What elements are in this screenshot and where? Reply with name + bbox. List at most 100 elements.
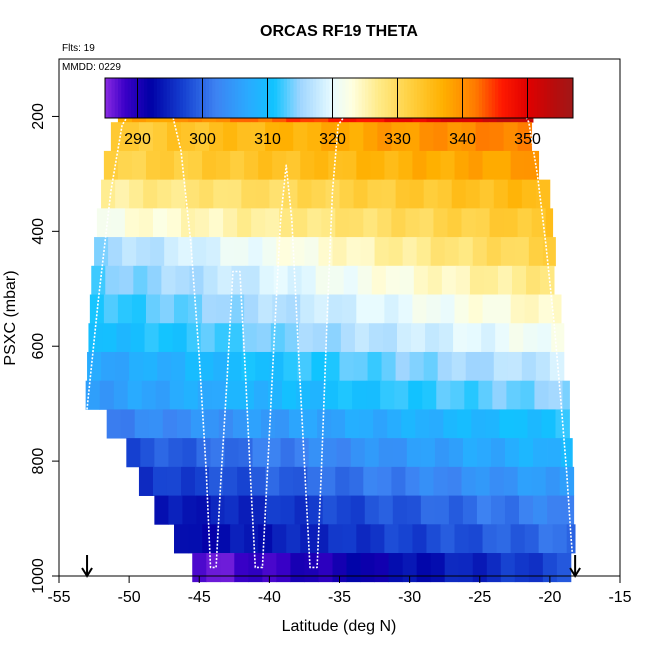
heatmap-cell (547, 495, 562, 525)
heatmap-cell (378, 495, 394, 525)
heatmap-cell (251, 122, 266, 152)
colorbar-swatch (439, 78, 444, 118)
heatmap-cell (308, 495, 324, 525)
colorbar-swatch (524, 78, 528, 118)
heatmap-cell (147, 265, 162, 295)
heatmap-cell (500, 553, 516, 583)
colorbar-swatch (313, 78, 317, 118)
heatmap-cell (561, 438, 573, 468)
heatmap-cell (458, 237, 474, 267)
colorbar-swatch (153, 78, 158, 118)
heatmap-cell (150, 237, 165, 267)
heatmap-cell (397, 323, 412, 353)
x-tick-label: -35 (328, 589, 351, 606)
colorbar-swatch (563, 78, 567, 118)
heatmap-cell (258, 524, 273, 554)
heatmap-cell (234, 553, 249, 583)
heatmap-cell (457, 409, 472, 439)
heatmap-cell (265, 122, 280, 152)
heatmap-cell (283, 351, 298, 382)
heatmap-cell (506, 380, 521, 410)
colorbar-swatch (111, 78, 116, 118)
colorbar-swatch (322, 78, 327, 118)
colorbar-swatch (543, 78, 548, 118)
colorbar-swatch (504, 78, 509, 118)
position-arrow-icon (81, 555, 93, 578)
heatmap-cell (297, 351, 312, 382)
heatmap-cell (447, 122, 462, 152)
colorbar-tick-label: 350 (514, 131, 541, 148)
heatmap-cell (217, 265, 232, 295)
heatmap-cell (211, 380, 227, 410)
heatmap-cell (340, 323, 356, 353)
heatmap-cell (101, 351, 116, 382)
heatmap-cell (224, 438, 239, 468)
x-tick-label: -40 (258, 589, 281, 606)
colorbar-swatch (527, 78, 532, 118)
heatmap-cell (230, 524, 245, 554)
heatmap-cell (265, 466, 280, 496)
colorbar-swatch (459, 78, 463, 118)
heatmap-cell (129, 351, 144, 382)
heatmap-cell (129, 179, 144, 209)
heatmap-cell (195, 122, 210, 152)
heatmap-cell (395, 179, 411, 209)
heatmap-cell (304, 237, 319, 267)
heatmap-cell (119, 265, 134, 295)
flights-annotation: Flts: 19 (62, 43, 95, 54)
heatmap-cell (188, 524, 203, 554)
y-tick-label: 800 (30, 448, 47, 475)
heatmap-cell (272, 524, 287, 554)
colorbar-swatch (215, 78, 220, 118)
heatmap-cell (482, 150, 497, 181)
heatmap-cell (395, 351, 411, 382)
heatmap-cell (363, 208, 378, 238)
heatmap-cell (380, 380, 395, 410)
heatmap-cell (366, 380, 381, 410)
heatmap-cell (342, 524, 357, 554)
colorbar-swatch (339, 78, 343, 118)
heatmap-cell (223, 466, 238, 496)
colorbar-swatch (196, 78, 200, 118)
heatmap-cell (262, 553, 277, 583)
colorbar-swatch (231, 78, 236, 118)
heatmap-cell (490, 495, 506, 525)
heatmap-cell (476, 495, 492, 525)
heatmap-cell (101, 179, 116, 209)
colorbar-swatch (550, 78, 554, 118)
heatmap-cell (345, 409, 360, 439)
heatmap-cell (120, 409, 136, 439)
heatmap-cell (190, 409, 206, 439)
heatmap-cell (122, 237, 137, 267)
heatmap-cell (385, 265, 401, 295)
heatmap-cell (241, 351, 256, 382)
date-annotation: MMDD: 0229 (62, 62, 121, 73)
heatmap-cell (514, 553, 530, 583)
heatmap-cell (526, 265, 541, 295)
colorbar-swatch (183, 78, 187, 118)
colorbar-swatch (235, 78, 239, 118)
colorbar-swatch (413, 78, 418, 118)
colorbar-swatch (430, 78, 434, 118)
heatmap-cell (103, 150, 119, 181)
heatmap-cell (181, 466, 196, 496)
heatmap-cell (174, 294, 189, 324)
colorbar-swatch (303, 78, 307, 118)
heatmap-cell (419, 466, 434, 496)
heatmap-cell (429, 409, 444, 439)
heatmap-cell (524, 294, 540, 324)
colorbar-swatch (472, 78, 476, 118)
colorbar-swatch (394, 78, 398, 118)
heatmap-cell (408, 380, 423, 410)
heatmap-cell (472, 237, 488, 267)
heatmap-cell (124, 122, 140, 152)
heatmap-cell (231, 265, 246, 295)
colorbar-swatch (348, 78, 353, 118)
heatmap-cell (434, 495, 450, 525)
colorbar-swatch (212, 78, 216, 118)
heatmap-cell (314, 524, 329, 554)
y-tick-label: 400 (30, 218, 47, 245)
colorbar-swatch (147, 78, 151, 118)
colorbar-swatch (137, 78, 142, 118)
heatmap-cell (108, 237, 123, 267)
